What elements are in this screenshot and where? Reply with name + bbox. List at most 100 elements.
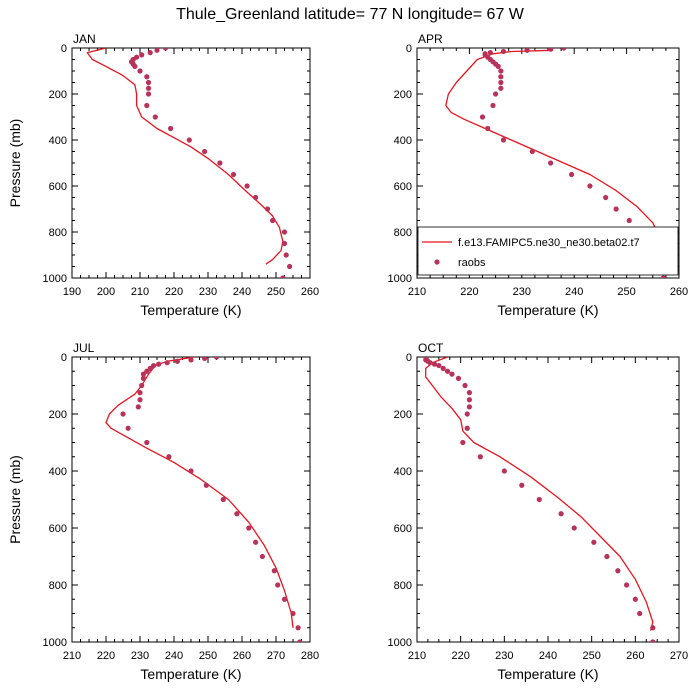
raobs-point: [137, 390, 143, 396]
x-tick-label: 210: [408, 286, 426, 298]
panel-label: JAN: [73, 32, 96, 46]
model-profile-line: [425, 357, 654, 631]
raobs-point: [135, 404, 141, 410]
raobs-point: [487, 50, 493, 56]
raobs-point: [466, 397, 472, 403]
x-tick-label: 240: [165, 650, 183, 662]
raobs-point: [147, 365, 153, 371]
raobs-point: [603, 194, 609, 201]
panel-label: JUL: [73, 341, 95, 355]
x-tick-label: 260: [301, 286, 319, 298]
y-tick-label: 0: [61, 43, 67, 55]
raobs-point: [529, 148, 535, 155]
x-tick-label: 270: [670, 650, 688, 662]
raobs-point: [485, 125, 491, 132]
model-profile-line: [86, 48, 284, 265]
raobs-point: [466, 404, 472, 410]
raobs-point: [462, 382, 468, 389]
x-tick-label: 230: [495, 650, 513, 662]
raobs-point: [466, 390, 472, 396]
x-tick-label: 260: [670, 286, 688, 298]
raobs-point: [449, 371, 455, 377]
raobs-point: [156, 361, 162, 367]
y-tick-label: 600: [394, 181, 412, 193]
y-tick-label: 0: [61, 352, 67, 364]
y-tick-label: 800: [49, 580, 67, 592]
raobs-point: [427, 360, 433, 366]
plot-data: [86, 48, 293, 278]
raobs-point: [140, 371, 146, 377]
raobs-point: [253, 194, 259, 201]
raobs-point: [144, 439, 150, 446]
raobs-point: [154, 48, 160, 53]
legend-model-label: f.e13.FAMIPC5.ne30_ne30.beta02.t7: [458, 237, 640, 249]
panels: 190 200 210 220 230 240 250 260 0 200 400 600 800 100…: [7, 32, 688, 682]
raobs-point: [295, 625, 301, 631]
raobs-point: [477, 454, 483, 460]
raobs-point: [498, 74, 504, 80]
raobs-point: [498, 68, 504, 74]
raobs-point: [174, 358, 180, 364]
raobs-point: [270, 217, 276, 224]
raobs-point: [166, 454, 172, 460]
raobs-point: [144, 368, 150, 374]
x-tick-label: 210: [63, 650, 81, 662]
panel-label: OCT: [418, 341, 444, 355]
x-tick-label: 200: [97, 286, 115, 298]
raobs-point: [587, 183, 593, 189]
raobs-point: [490, 102, 496, 109]
raobs-point: [125, 425, 131, 431]
raobs-point: [147, 50, 153, 56]
raobs-point: [431, 361, 438, 367]
raobs-point: [613, 206, 619, 212]
raobs-point: [281, 240, 288, 247]
x-tick-label: 220: [165, 286, 183, 298]
raobs-point: [137, 68, 143, 74]
raobs-point: [498, 85, 504, 91]
x-tick-label: 220: [460, 286, 478, 298]
y-tick-label: 1000: [388, 273, 412, 285]
x-tick-label: 250: [582, 650, 600, 662]
raobs-point: [202, 357, 208, 362]
raobs-point: [464, 411, 470, 417]
figure-title: Thule_Greenland latitude= 77 N longitude…: [176, 6, 525, 23]
raobs-point: [524, 48, 530, 53]
raobs-point: [152, 114, 158, 120]
raobs-point: [558, 511, 564, 517]
legend-box: [417, 226, 679, 276]
panel-oct: 210 220 230 240 250 260 270 0 200 400 600 800 1000 OC…: [388, 341, 689, 682]
y-axis-label: Pressure (mb): [7, 455, 23, 544]
y-tick-label: 400: [49, 135, 67, 147]
raobs-point: [632, 596, 638, 602]
y-tick-label: 1000: [388, 637, 412, 649]
y-tick-label: 400: [49, 466, 67, 478]
panel-jul: 210 220 230 240 250 260 270 280 0 200 400 600 800 100…: [7, 341, 319, 682]
raobs-point: [145, 85, 152, 91]
raobs-point: [264, 206, 271, 212]
y-tick-label: 0: [406, 43, 412, 55]
panel-apr: 210 220 230 240 250 260 0 200 400 600 800 1000 APR Te…: [388, 32, 689, 318]
x-tick-label: 260: [233, 650, 251, 662]
x-tick-label: 210: [408, 650, 426, 662]
raobs-point: [145, 91, 152, 97]
raobs-point: [464, 425, 470, 431]
raobs-point: [444, 368, 451, 374]
raobs-point: [230, 171, 237, 178]
raobs-point: [132, 63, 138, 69]
y-tick-label: 800: [49, 227, 67, 239]
raobs-point: [548, 48, 554, 52]
plot-data: [423, 357, 656, 642]
raobs-point: [188, 468, 194, 474]
raobs-point: [168, 125, 174, 132]
x-tick-label: 260: [626, 650, 644, 662]
raobs-point: [259, 553, 265, 560]
x-tick-label: 270: [267, 650, 285, 662]
raobs-point: [145, 79, 152, 86]
plot-data: [105, 357, 303, 642]
raobs-point: [144, 102, 150, 109]
raobs-point: [186, 137, 192, 143]
raobs-point: [626, 217, 632, 224]
y-tick-label: 200: [49, 409, 67, 421]
raobs-point: [290, 610, 296, 617]
y-tick-label: 400: [394, 466, 412, 478]
